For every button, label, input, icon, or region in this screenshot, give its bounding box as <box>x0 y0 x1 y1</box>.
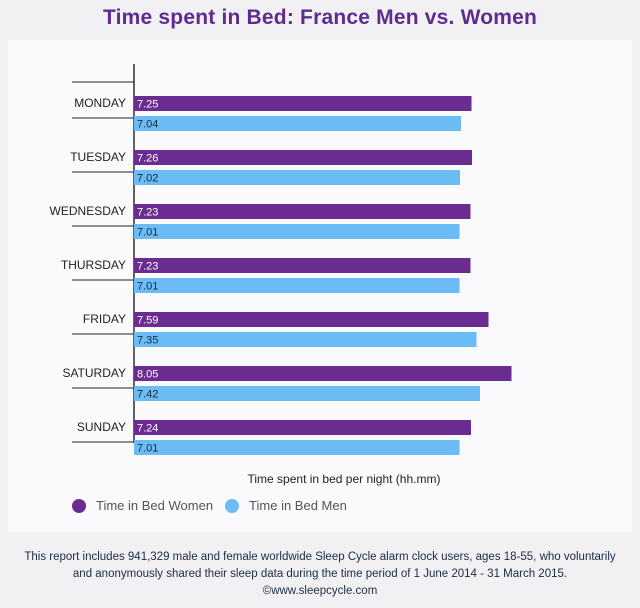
data-label-women: 8.05 <box>137 369 158 381</box>
chart-title: Time spent in Bed: France Men vs. Women <box>102 6 538 29</box>
footer-note: This report includes 941,329 male and fe… <box>0 549 640 600</box>
bar-women <box>134 96 472 111</box>
data-label-men: 7.04 <box>137 119 158 131</box>
category-label: FRIDAY <box>83 312 126 326</box>
category-label: THURSDAY <box>61 258 126 272</box>
bar-women <box>134 420 471 435</box>
legend-swatch-women <box>72 498 86 513</box>
bar-men <box>134 278 460 293</box>
x-axis-label: Time spent in bed per night (hh.mm) <box>247 472 441 486</box>
data-label-women: 7.59 <box>137 315 158 327</box>
bar-men <box>134 386 480 401</box>
data-label-men: 7.01 <box>137 227 158 239</box>
bar-women <box>134 366 512 381</box>
legend: Time in Bed Women Time in Bed Men <box>72 498 359 513</box>
data-label-men: 7.01 <box>137 443 158 455</box>
legend-label-men: Time in Bed Men <box>249 498 347 513</box>
data-label-men: 7.01 <box>137 281 158 293</box>
category-label: TUESDAY <box>70 150 126 164</box>
bar-men <box>134 170 460 185</box>
category-label: SATURDAY <box>62 366 126 380</box>
footer-source: ©www.sleepcycle.com <box>262 585 378 597</box>
bar-men <box>134 440 460 455</box>
data-label-men: 7.35 <box>137 335 158 347</box>
footer-line-2: and anonymously shared their sleep data … <box>72 568 568 580</box>
legend-item-men: Time in Bed Men <box>225 498 347 513</box>
bar-women <box>134 150 472 165</box>
category-label: MONDAY <box>74 96 126 110</box>
data-label-women: 7.23 <box>137 207 158 219</box>
bar-women <box>134 258 471 273</box>
category-label: SUNDAY <box>77 420 126 434</box>
legend-label-women: Time in Bed Women <box>96 498 214 513</box>
bar-women <box>134 312 489 327</box>
footer-line-1: This report includes 941,329 male and fe… <box>24 551 616 563</box>
bar-men <box>134 224 460 239</box>
data-label-men: 7.42 <box>137 389 158 401</box>
bar-women <box>134 204 471 219</box>
data-label-women: 7.25 <box>137 99 158 111</box>
legend-swatch-men <box>225 498 240 513</box>
data-label-women: 7.26 <box>137 153 158 165</box>
category-label: WEDNESDAY <box>50 204 126 218</box>
data-label-women: 7.24 <box>137 423 158 435</box>
legend-item-women: Time in Bed Women <box>72 498 213 513</box>
data-label-women: 7.23 <box>137 261 158 273</box>
data-label-men: 7.02 <box>137 173 158 185</box>
bar-men <box>134 332 477 347</box>
bar-men <box>134 116 461 131</box>
